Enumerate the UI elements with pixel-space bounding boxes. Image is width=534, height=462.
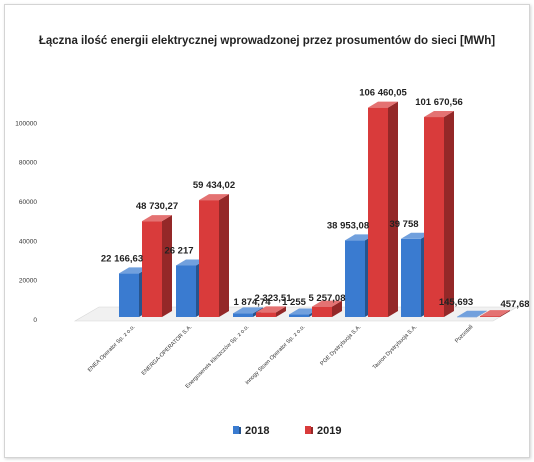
y-tick-label: 80000 (19, 160, 37, 167)
y-tick-label: 0 (33, 317, 37, 324)
data-label: 48 730,27 (136, 201, 178, 212)
y-tick-label: 100000 (15, 120, 37, 127)
data-label: 26 217 (164, 245, 193, 256)
bar-chart: Łączna ilość energii elektrycznej wprowa… (15, 35, 530, 437)
bar-2018-7 (457, 310, 487, 318)
data-label: 22 166,63 (101, 253, 143, 264)
data-label: 145,693 (439, 297, 473, 308)
bar-2019-5 (368, 101, 398, 317)
x-tick-label: Pozostali (454, 324, 474, 344)
data-label: 1 255 (282, 297, 306, 308)
data-label: 38 953,08 (327, 220, 369, 231)
data-label: 59 434,02 (193, 180, 235, 191)
legend-item-2019: 2019 (305, 425, 341, 437)
bar-2019-4 (312, 300, 342, 317)
data-label: 39 758 (389, 219, 418, 230)
chart-title: Łączna ilość energii elektrycznej wprowa… (39, 35, 495, 47)
data-label: 101 670,56 (415, 97, 463, 108)
legend: 2018 2019 (233, 425, 341, 437)
legend-item-2018: 2018 (233, 425, 269, 437)
y-tick-label: 20000 (19, 278, 37, 285)
legend-label: 2018 (245, 425, 269, 437)
bar-2019-1 (142, 215, 172, 317)
x-tick-label: ENERGA-OPERATOR S.A. (141, 324, 194, 377)
y-tick-label: 40000 (19, 238, 37, 245)
data-label: 457,68 (500, 299, 529, 310)
x-tick-label: innogy Stoen Operator Sp. z o.o. (245, 324, 307, 386)
data-label: 106 460,05 (359, 88, 407, 99)
data-label: 2 323,51 (255, 293, 293, 304)
bar-2019-6 (424, 111, 454, 317)
x-tick-label: Tauron Dystrybucja S.A. (372, 324, 419, 371)
legend-label: 2019 (317, 425, 341, 437)
data-label: 1 874,74 (234, 297, 272, 308)
data-labels: 22 166,63 26 217 1 874,74 1 255 38 953,08 39 … (101, 88, 530, 310)
y-tick-label: 60000 (19, 199, 37, 206)
bar-2019-3 (256, 306, 286, 317)
bar-2019-2 (199, 194, 229, 317)
x-tick-label: ENEA Operator Sp. z o.o. (87, 324, 137, 374)
bars (119, 101, 510, 318)
chart-frame: Łączna ilość energii elektrycznej wprowa… (4, 4, 530, 458)
bar-2019-7 (480, 310, 510, 317)
x-tick-label: PGE Dystrybucja S.A. (319, 324, 362, 367)
x-tick-label: Energoserwis Kleszczów Sp. z o.o. (185, 324, 251, 390)
y-axis: 0 20000 40000 60000 80000 100000 (15, 120, 37, 324)
x-axis: ENEA Operator Sp. z o.o. ENERGA-OPERATOR … (87, 324, 474, 390)
data-label: 5 257,08 (309, 293, 346, 304)
